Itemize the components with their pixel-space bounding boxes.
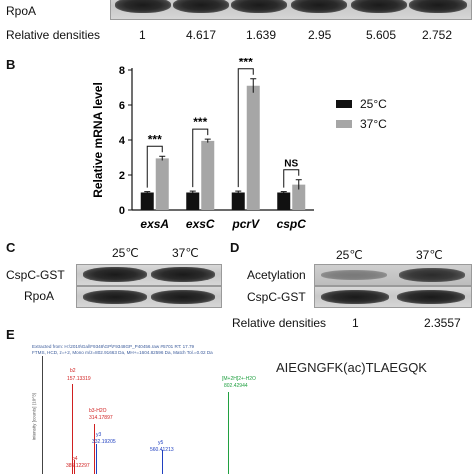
mrna-bar-chart: 0 2 4 6 8 Relative mRNA level *** exsA *** exsC **… [91,58,314,231]
significance-bracket [237,68,254,188]
panel-d-density-2: 2.3557 [424,316,461,330]
spectrum-y-axis [42,356,43,474]
y-tick-label: 6 [119,100,125,112]
blot-band [397,290,465,304]
blot-band [115,0,171,13]
spectrum-header-line1: Extracted from: H:\2019\Gal\F9348\GP\F93… [32,344,195,349]
y-tick-label: 0 [119,205,125,217]
peak-y3-label: y3 [96,432,102,438]
category-label-pcrV: pcrV [231,217,260,231]
panel-d-acetylation-blot [314,264,472,286]
peptide-sequence: AIEGNGFK(ac)TLAEGQK [276,360,427,375]
blot-band [83,267,147,282]
peak-y5-label: y5 [158,440,164,446]
panel-c-temp-25: 25℃ [112,246,139,260]
peak-b3-h2o-mz: 314.17897 [89,415,113,421]
y-tick-label: 2 [119,170,125,182]
category-label-exsC: exsC [186,217,215,231]
peak-b4-mz: 385.12297 [66,463,90,469]
bar-exsC-37c [201,140,215,210]
significance-label: *** [239,58,253,69]
bar-exsA-37c [155,158,169,210]
panel-c-row2-label: RpoA [24,289,55,303]
legend-label-37c: 37°C [360,117,387,131]
y-axis-label: Relative mRNA level [91,82,105,198]
blot-band [409,0,467,13]
panel-a-rpoa-label: RpoA [6,4,37,18]
significance-label: *** [193,115,207,129]
peak-b4-label: b4 [72,456,78,462]
panel-b-letter: B [6,57,16,72]
panel-a-density-1: 1 [139,28,146,42]
legend-swatch-25c [336,100,352,108]
blot-band [173,0,229,13]
legend: 25°C 37°C [336,96,387,132]
peak-b3-h2o [94,424,95,474]
significance-label: *** [148,132,162,146]
peak-y3 [96,444,97,474]
peak-precursor-label: [M+2H]2+-H2O [222,376,256,382]
panel-d-temp-37: 37℃ [416,248,443,262]
panel-a-density-6: 2.752 [422,28,453,42]
panel-d-density-1: 1 [352,316,359,330]
panel-e-letter: E [6,327,15,342]
panel-c-row1-label: CspC-GST [6,268,65,282]
category-label-exsA: exsA [140,217,169,231]
panel-d-cspc-blot [314,286,472,308]
significance-bracket [146,145,163,188]
bar-exsC-25c [186,192,200,210]
panel-c-rpoa-blot [76,286,222,308]
blot-band [83,290,147,304]
peak-precursor-mz: 802.42944 [224,383,248,389]
blot-band [291,0,347,13]
y-tick-label: 4 [119,135,126,147]
panel-a-density-4: 2.95 [308,28,332,42]
panel-a-density-2: 4.617 [186,28,217,42]
peak-y5 [162,450,163,474]
panel-a-rpoa-blot [110,0,472,20]
panel-c-temp-37: 37℃ [172,246,199,260]
blot-band [151,267,215,282]
spectrum-header-line2: FTMS, HCD, z=+2, Mono m/z=802.91663 Da, … [32,350,213,355]
significance-label: NS [284,159,298,170]
blot-band [351,0,407,13]
panel-d-temp-25: 25℃ [336,248,363,262]
ms-spectrum: Extracted from: H:\2019\Gal\F9348\GP\F93… [22,344,470,474]
panel-a-density-5: 5.605 [366,28,397,42]
category-label-cspC: cspC [277,217,307,231]
peak-precursor [228,392,229,474]
legend-label-25c: 25°C [360,97,387,111]
panel-a-relative-densities-label: Relative densities [6,28,101,42]
spectrum-y-axis-label: Intensity [counts] (10^3) [31,392,37,441]
significance-bracket [192,128,209,188]
peak-y5-mz: 560.41213 [150,447,174,453]
peak-b4 [74,460,75,474]
significance-bracket [283,169,300,188]
blot-band [321,290,389,304]
panel-d-row1-label: Acetylation [247,268,306,282]
peak-b3-h2o-label: b3-H2O [89,408,107,414]
bar-cspC-25c [277,192,291,210]
panel-c-letter: C [6,240,16,255]
y-tick-label: 8 [119,65,125,77]
panel-d-letter: D [230,240,240,255]
bar-pcrV-25c [231,192,245,210]
bar-cspC-37c [292,184,306,210]
blot-band [321,270,387,280]
panel-c-cspc-blot [76,264,222,286]
panel-d-relative-densities-label: Relative densities [232,316,327,330]
blot-band [399,268,465,282]
bar-pcrV-37c [246,85,260,210]
bar-exsA-25c [140,192,154,210]
legend-swatch-37c [336,120,352,128]
peak-b2 [72,384,73,474]
peak-y3-mz: 332.19205 [92,439,116,445]
blot-band [151,290,215,304]
peak-b2-label: b2 [70,368,76,374]
panel-a-density-3: 1.639 [246,28,277,42]
blot-band [231,0,287,13]
peak-b2-mz: 157.13319 [67,376,91,382]
panel-d-row2-label: CspC-GST [247,290,306,304]
